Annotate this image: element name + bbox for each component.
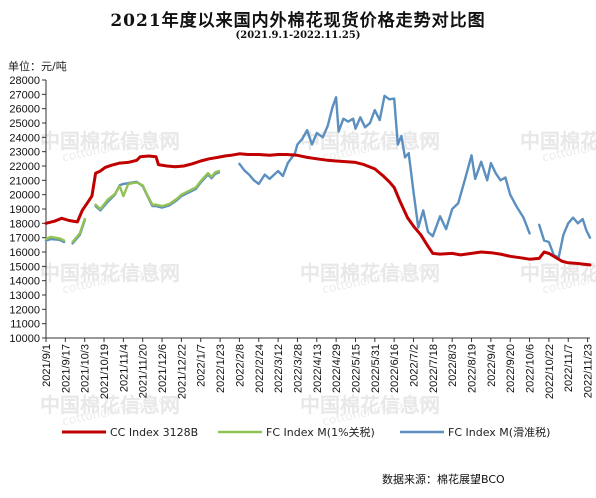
y-tick-label: 22000 — [9, 161, 40, 173]
x-tick-label: 2022/11/7 — [563, 344, 575, 392]
x-tick-label: 2022/8/19 — [467, 344, 479, 393]
x-tick-label: 2021/10/3 — [80, 344, 92, 393]
x-tick-label: 2022/3/12 — [273, 344, 285, 393]
y-tick-label: 25000 — [9, 118, 40, 130]
watermark-text: 中国棉花信息网 — [300, 261, 440, 285]
legend-label: FC Index M(1%关税) — [266, 425, 375, 439]
y-tick-label: 27000 — [9, 89, 40, 101]
y-tick-label: 13000 — [9, 290, 40, 302]
x-tick-label: 2022/2/24 — [254, 344, 266, 393]
x-tick-label: 2021/12/6 — [157, 344, 169, 393]
chart-subtitle: (2021.9.1-2022.11.25) — [235, 30, 361, 41]
y-tick-label: 24000 — [9, 132, 40, 144]
x-tick-label: 2022/9/4 — [486, 344, 498, 387]
y-tick-label: 17000 — [9, 233, 40, 245]
x-tick-label: 2021/11/20 — [138, 344, 150, 398]
unit-label: 单位：元/吨 — [8, 60, 67, 73]
y-tick-label: 28000 — [9, 75, 40, 87]
series-layer — [44, 94, 592, 267]
legend-label: CC Index 3128B — [110, 426, 198, 439]
y-tick-label: 12000 — [9, 304, 40, 316]
x-tick-label: 2022/9/20 — [505, 344, 517, 393]
watermark-text: 中国棉花信息网 — [520, 129, 596, 153]
x-tick-label: 2022/10/6 — [525, 344, 537, 393]
y-tick-label: 19000 — [9, 204, 40, 216]
watermark-text: 中国棉花信息网 — [300, 393, 440, 417]
x-tick-label: 2022/5/31 — [370, 344, 382, 393]
y-tick-label: 26000 — [9, 104, 40, 116]
x-tick-label: 2021/12/22 — [176, 344, 188, 399]
y-tick-label: 10000 — [9, 333, 40, 345]
series-line-3 — [44, 94, 592, 259]
chart-title: 2021年度以来国内外棉花现货价格走势对比图 — [110, 11, 486, 31]
series-line-2 — [44, 169, 221, 244]
x-tick-label: 2022/7/18 — [428, 344, 440, 393]
series-line-1 — [44, 152, 592, 267]
chart-axes: 10000 11000 12000 13000 14000 15000 16000 17000… — [9, 75, 594, 399]
x-tick-label: 2022/6/16 — [389, 344, 401, 393]
x-tick-label: 2022/4/29 — [331, 344, 343, 393]
data-source: 数据来源：棉花展望BCO — [382, 473, 505, 486]
y-tick-label: 16000 — [9, 247, 40, 259]
x-tick-label: 2022/11/23 — [583, 344, 595, 398]
y-tick-label: 20000 — [9, 190, 40, 202]
legend-label: FC Index M(滑准税) — [448, 425, 550, 439]
watermark-text: 中国棉花信息网 — [40, 393, 180, 417]
x-tick-label: 2022/3/28 — [292, 344, 304, 393]
x-tick-label: 2021/10/19 — [99, 344, 111, 399]
watermark-text: 中国棉花信息网 — [300, 129, 440, 153]
x-tick-label: 2022/5/15 — [350, 344, 362, 393]
y-tick-label: 14000 — [9, 276, 40, 288]
y-tick-label: 11000 — [10, 319, 40, 331]
x-tick-label: 2022/1/7 — [196, 344, 208, 387]
y-tick-label: 15000 — [9, 261, 40, 273]
x-tick-label: 2022/1/23 — [215, 344, 227, 393]
x-tick-label: 2022/8/3 — [447, 344, 459, 387]
x-tick-label: 2021/9/17 — [60, 344, 72, 393]
y-tick-label: 21000 — [9, 175, 40, 187]
x-tick-label: 2022/4/13 — [312, 344, 324, 393]
watermark-text: 中国棉花信息网 — [40, 261, 180, 285]
x-tick-label: 2021/9/1 — [41, 344, 53, 387]
watermark-text: 中国棉花信息网 — [40, 129, 180, 153]
x-tick-label: 2022/2/8 — [234, 344, 246, 387]
x-tick-label: 2021/11/4 — [118, 344, 130, 392]
chart-legend: CC Index 3128B FC Index M(1%关税) FC Index M… — [62, 425, 550, 439]
y-tick-label: 18000 — [9, 218, 40, 230]
y-tick-label: 23000 — [9, 147, 40, 159]
x-tick-label: 2022/7/2 — [409, 344, 421, 387]
x-tick-label: 2022/10/22 — [544, 344, 556, 399]
